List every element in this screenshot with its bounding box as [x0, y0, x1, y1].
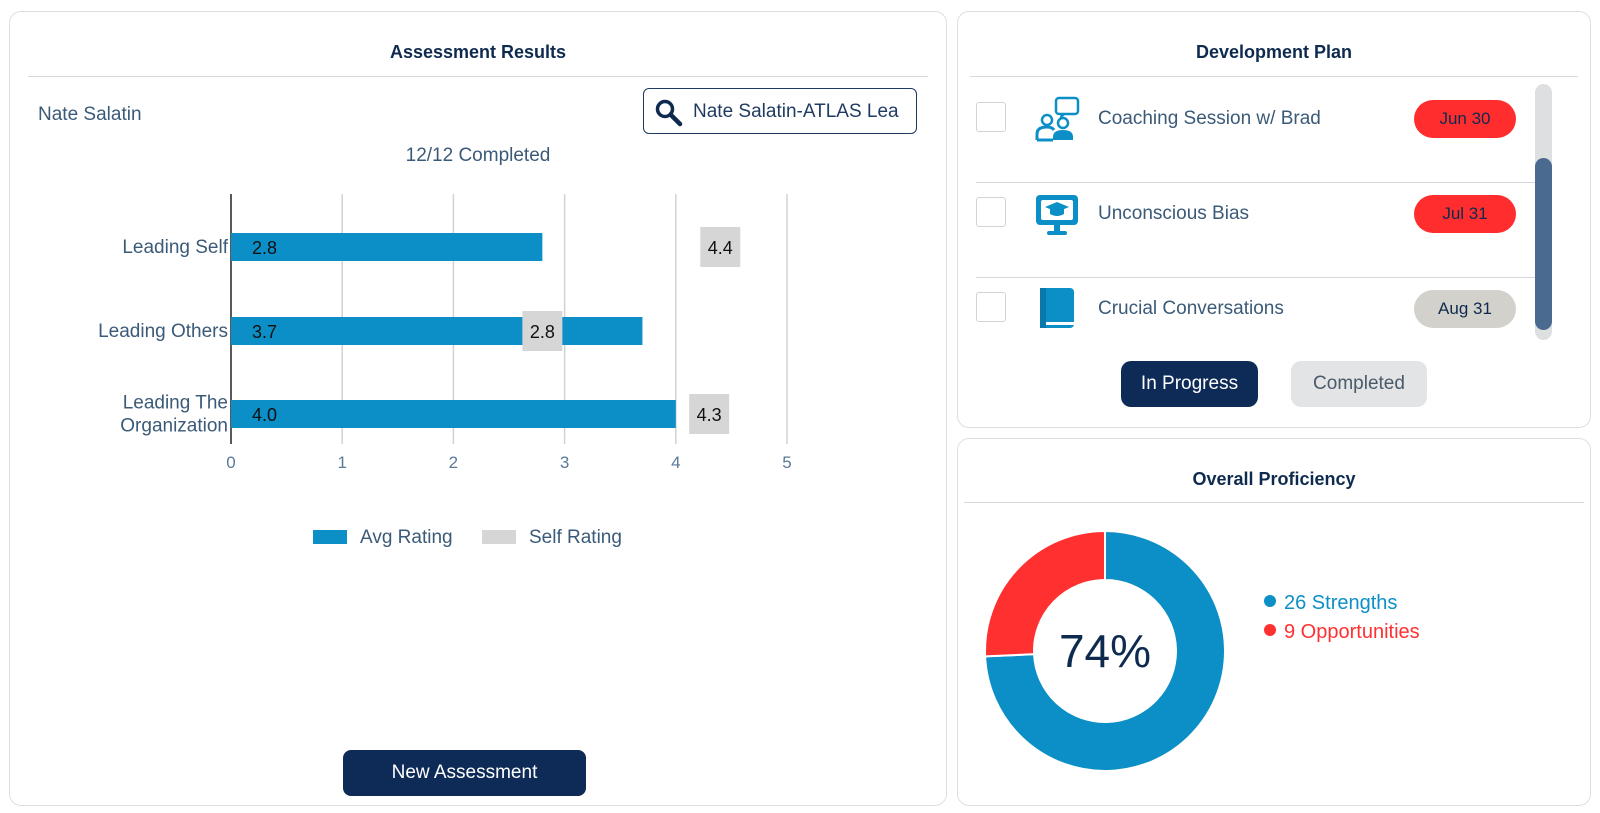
category-label: Organization [120, 416, 228, 437]
row-divider [976, 182, 1538, 183]
strengths-slice [985, 531, 1225, 771]
strengths-label: 26 Strengths [1284, 592, 1398, 614]
self-rating-label: 4.3 [697, 405, 722, 425]
avg-rating-bar [231, 400, 676, 428]
assessment-results-card: Assessment Results Nate Salatin Nate Sal… [9, 11, 947, 806]
devplan-item-checkbox[interactable] [976, 102, 1006, 132]
search-icon [655, 99, 683, 127]
opportunities-dot [1264, 624, 1276, 636]
avg-rating-label: 3.7 [252, 322, 277, 342]
self-rating-marker [522, 311, 563, 351]
self-rating-marker [700, 227, 741, 267]
x-tick-label: 3 [560, 453, 569, 472]
development-plan-card: Development Plan Coaching Session w/ Bra… [957, 11, 1591, 428]
avg-rating-label: 2.8 [252, 238, 277, 258]
x-tick-label: 0 [226, 453, 235, 472]
x-tick-label: 4 [671, 453, 680, 472]
proficiency-percent: 74% [1058, 625, 1152, 677]
strengths-dot [1264, 595, 1276, 607]
devplan-item[interactable]: Coaching Session w/ Brad Jun 30 [976, 88, 1538, 183]
category-label: Leading Others [98, 321, 228, 342]
legend-self-swatch [482, 530, 516, 544]
book-icon [1040, 288, 1074, 328]
legend-avg-swatch [313, 530, 347, 544]
assessment-title: Assessment Results [389, 42, 567, 62]
opportunities-label: 9 Opportunities [1284, 621, 1420, 643]
devplan-item-label: Crucial Conversations [1098, 298, 1284, 319]
devplan-item-label: Coaching Session w/ Brad [1098, 108, 1321, 129]
devplan-title: Development Plan [1195, 42, 1353, 62]
x-tick-label: 2 [449, 453, 458, 472]
tab-completed[interactable]: Completed [1291, 361, 1427, 407]
avg-rating-bar [231, 317, 643, 345]
tab-in-progress[interactable]: In Progress [1121, 361, 1258, 407]
legend-self-label: Self Rating [529, 527, 622, 548]
devplan-scrollbar[interactable] [1535, 84, 1552, 340]
coaching-icon [1035, 96, 1080, 142]
legend-avg-label: Avg Rating [360, 527, 453, 548]
devplan-item-checkbox[interactable] [976, 197, 1006, 227]
self-rating-label: 2.8 [530, 322, 555, 342]
proficiency-donut-chart [985, 531, 1225, 771]
avg-rating-label: 4.0 [252, 405, 277, 425]
assessment-bar-chart: 0 1 2 3 4 5 Leading Self 2.8 4.4 Leading Others 3.… [98, 194, 792, 548]
opportunities-legend: 9 Opportunities [1264, 621, 1420, 644]
person-name: Nate Salatin [38, 104, 142, 125]
self-rating-label: 4.4 [708, 238, 733, 258]
devplan-item-label: Unconscious Bias [1098, 203, 1250, 224]
proficiency-title: Overall Proficiency [1192, 469, 1356, 489]
due-date-badge: Aug 31 [1414, 290, 1516, 328]
x-tick-label: 1 [337, 453, 346, 472]
self-rating-marker [689, 394, 730, 434]
devplan-item-checkbox[interactable] [976, 292, 1006, 322]
new-assessment-button[interactable]: New Assessment [343, 750, 586, 796]
overall-proficiency-card: Overall Proficiency 74% 26 Strengths 9 O… [957, 438, 1591, 806]
devplan-item[interactable]: Crucial Conversations Aug 31 [976, 278, 1538, 373]
proficiency-divider [964, 502, 1584, 503]
assessment-divider [28, 76, 928, 77]
scrollbar-thumb[interactable] [1535, 158, 1552, 330]
x-tick-label: 5 [782, 453, 791, 472]
strengths-legend: 26 Strengths [1264, 592, 1397, 615]
assessment-search-input[interactable]: Nate Salatin-ATLAS Lea [643, 88, 917, 134]
monitor-course-icon [1036, 195, 1078, 235]
completion-status: 12/12 Completed [405, 145, 551, 166]
row-divider [976, 277, 1538, 278]
due-date-badge: Jun 30 [1414, 100, 1516, 138]
devplan-item[interactable]: Unconscious Bias Jul 31 [976, 183, 1538, 278]
opportunities-slice [985, 531, 1106, 658]
avg-rating-bar [231, 233, 543, 261]
due-date-badge: Jul 31 [1414, 195, 1516, 233]
search-value: Nate Salatin-ATLAS Lea [693, 101, 899, 122]
category-label: Leading The [123, 393, 228, 414]
devplan-divider [970, 76, 1578, 77]
category-label: Leading Self [122, 237, 228, 258]
